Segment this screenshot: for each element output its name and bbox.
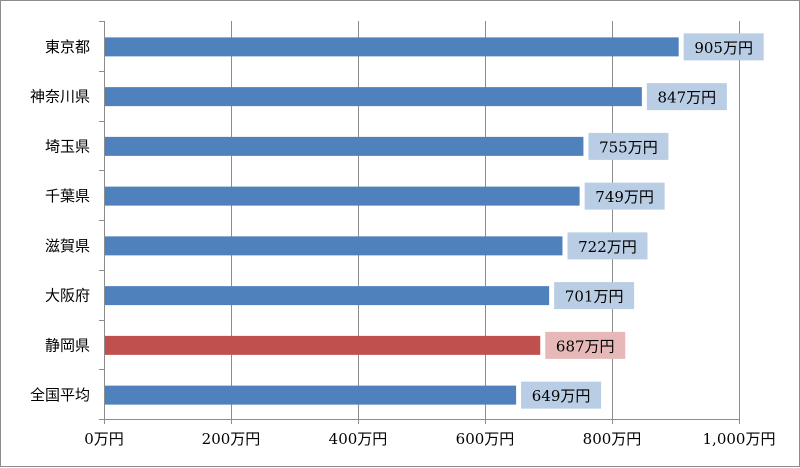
data-label-box [588, 132, 669, 160]
bar [104, 385, 517, 405]
category-label: 大阪府 [45, 287, 90, 305]
category-label: 神奈川県 [30, 88, 90, 106]
bars [104, 37, 679, 405]
grid-lines [231, 21, 740, 419]
data-label: 701万円 [565, 288, 624, 306]
category-label: 滋賀県 [45, 237, 90, 255]
bar [104, 186, 580, 206]
x-tick-label: 1,000万円 [703, 430, 776, 448]
data-label-box [646, 83, 727, 111]
data-label: 687万円 [556, 337, 615, 355]
data-label-box [554, 282, 635, 310]
x-tick-label: 600万円 [456, 430, 515, 448]
bar-highlight [104, 335, 541, 355]
category-label: 埼玉県 [45, 137, 90, 155]
category-label: 東京都 [45, 38, 90, 56]
x-tick-label: 200万円 [202, 430, 261, 448]
data-label-box [567, 232, 648, 260]
axes [99, 21, 740, 424]
bar [104, 286, 550, 306]
data-label: 847万円 [658, 89, 717, 107]
bar [104, 136, 584, 156]
data-label: 649万円 [532, 387, 591, 405]
x-tick-labels: 0万円 200万円 400万円 600万円 800万円 1,000万円 [84, 430, 775, 448]
x-tick-label: 0万円 [84, 430, 124, 448]
category-label: 千葉県 [45, 187, 90, 205]
data-label-box [584, 182, 665, 210]
bar [104, 37, 679, 57]
data-label: 722万円 [578, 238, 637, 256]
data-label-box [683, 33, 764, 61]
data-label: 755万円 [599, 138, 658, 156]
x-tick-label: 400万円 [329, 430, 388, 448]
category-label: 静岡県 [45, 336, 90, 354]
category-label: 全国平均 [30, 386, 90, 404]
data-label-box [521, 381, 602, 409]
data-label: 905万円 [694, 39, 753, 57]
bar [104, 87, 642, 107]
data-label: 749万円 [595, 188, 654, 206]
x-tick-label: 800万円 [583, 430, 642, 448]
bar [104, 236, 563, 256]
data-labels: 905万円 847万円 755万円 749万円 722万円 701万円 687万円 649万円 [521, 33, 764, 409]
data-label-box [545, 331, 626, 359]
